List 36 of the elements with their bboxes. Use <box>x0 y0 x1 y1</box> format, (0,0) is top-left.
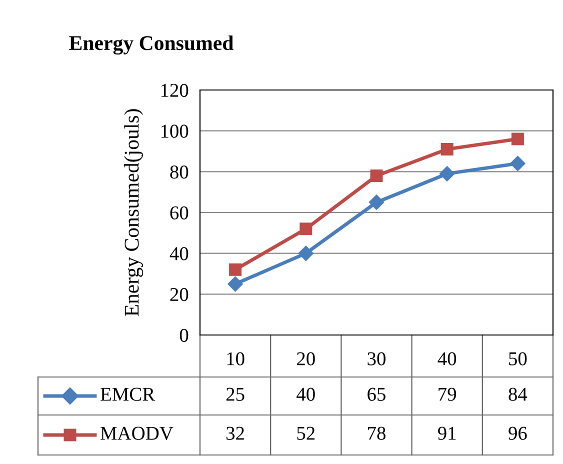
point <box>511 132 524 146</box>
data-label: 79 <box>438 388 456 401</box>
data-label: 84 <box>508 388 528 401</box>
data-label: 52 <box>297 426 315 440</box>
point <box>368 194 384 210</box>
x-tick-label: 20 <box>297 352 315 366</box>
data-label: 65 <box>368 388 386 401</box>
data-label: 96 <box>508 426 527 440</box>
point <box>229 263 242 276</box>
x-tick-label: 30 <box>368 352 386 366</box>
y-tick-label: 0 <box>180 328 188 342</box>
legend-label: EMCR <box>100 388 156 401</box>
y-tick-label: 40 <box>170 247 188 260</box>
data-label: 91 <box>438 426 456 440</box>
legend-label: MAODV <box>100 426 174 440</box>
y-tick-label: 100 <box>161 124 188 138</box>
point <box>440 142 454 156</box>
data-label: 32 <box>226 426 244 440</box>
data-label: 25 <box>226 388 244 401</box>
x-tick-label: 10 <box>227 352 244 366</box>
data-label: 78 <box>368 426 386 440</box>
y-axis-title: Energy Consumed(jouls) <box>124 109 144 316</box>
point <box>298 246 314 261</box>
point <box>440 166 455 182</box>
point <box>510 156 526 172</box>
point <box>300 222 312 236</box>
point <box>228 276 243 292</box>
x-tick-label: 50 <box>509 352 527 366</box>
data-label: 40 <box>296 388 315 401</box>
x-tick-label: 40 <box>438 352 456 366</box>
y-tick-label: 60 <box>170 206 188 220</box>
point <box>370 170 383 182</box>
y-tick-label: 80 <box>170 165 188 179</box>
y-tick-label: 120 <box>161 84 188 97</box>
chart-title: Energy Consumed <box>69 35 234 55</box>
y-tick-label: 20 <box>170 288 188 302</box>
